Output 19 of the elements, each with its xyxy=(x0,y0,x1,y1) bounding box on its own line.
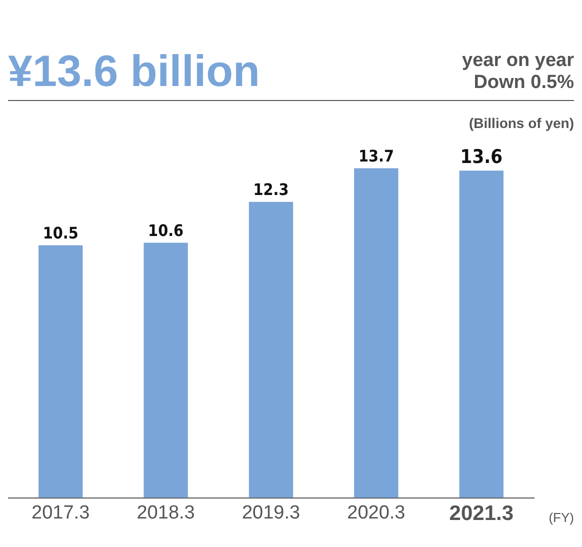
chart-title: ¥13.6 billion xyxy=(8,47,260,96)
x-axis-title: (FY) xyxy=(548,510,574,525)
x-tick-label: 2018.3 xyxy=(136,502,195,524)
data-label: 10.5 xyxy=(42,223,78,242)
y-axis-title: (Billions of yen) xyxy=(468,115,574,131)
data-label: 13.6 xyxy=(460,146,502,168)
x-tick-label: 2020.3 xyxy=(347,502,406,524)
x-tick-label: 2021.3 xyxy=(449,502,514,526)
bar xyxy=(354,168,398,498)
data-label: 12.3 xyxy=(253,180,289,200)
data-label: 13.7 xyxy=(358,146,394,166)
x-tick-label: 2017.3 xyxy=(32,502,90,524)
x-tick-label: 2019.3 xyxy=(242,502,300,524)
chart-subtitle: year on year Down 0.5% xyxy=(461,50,574,94)
data-label: 10.6 xyxy=(148,220,184,240)
bar xyxy=(248,202,294,498)
bar xyxy=(459,170,504,498)
bar xyxy=(144,242,188,498)
bar xyxy=(38,245,83,498)
